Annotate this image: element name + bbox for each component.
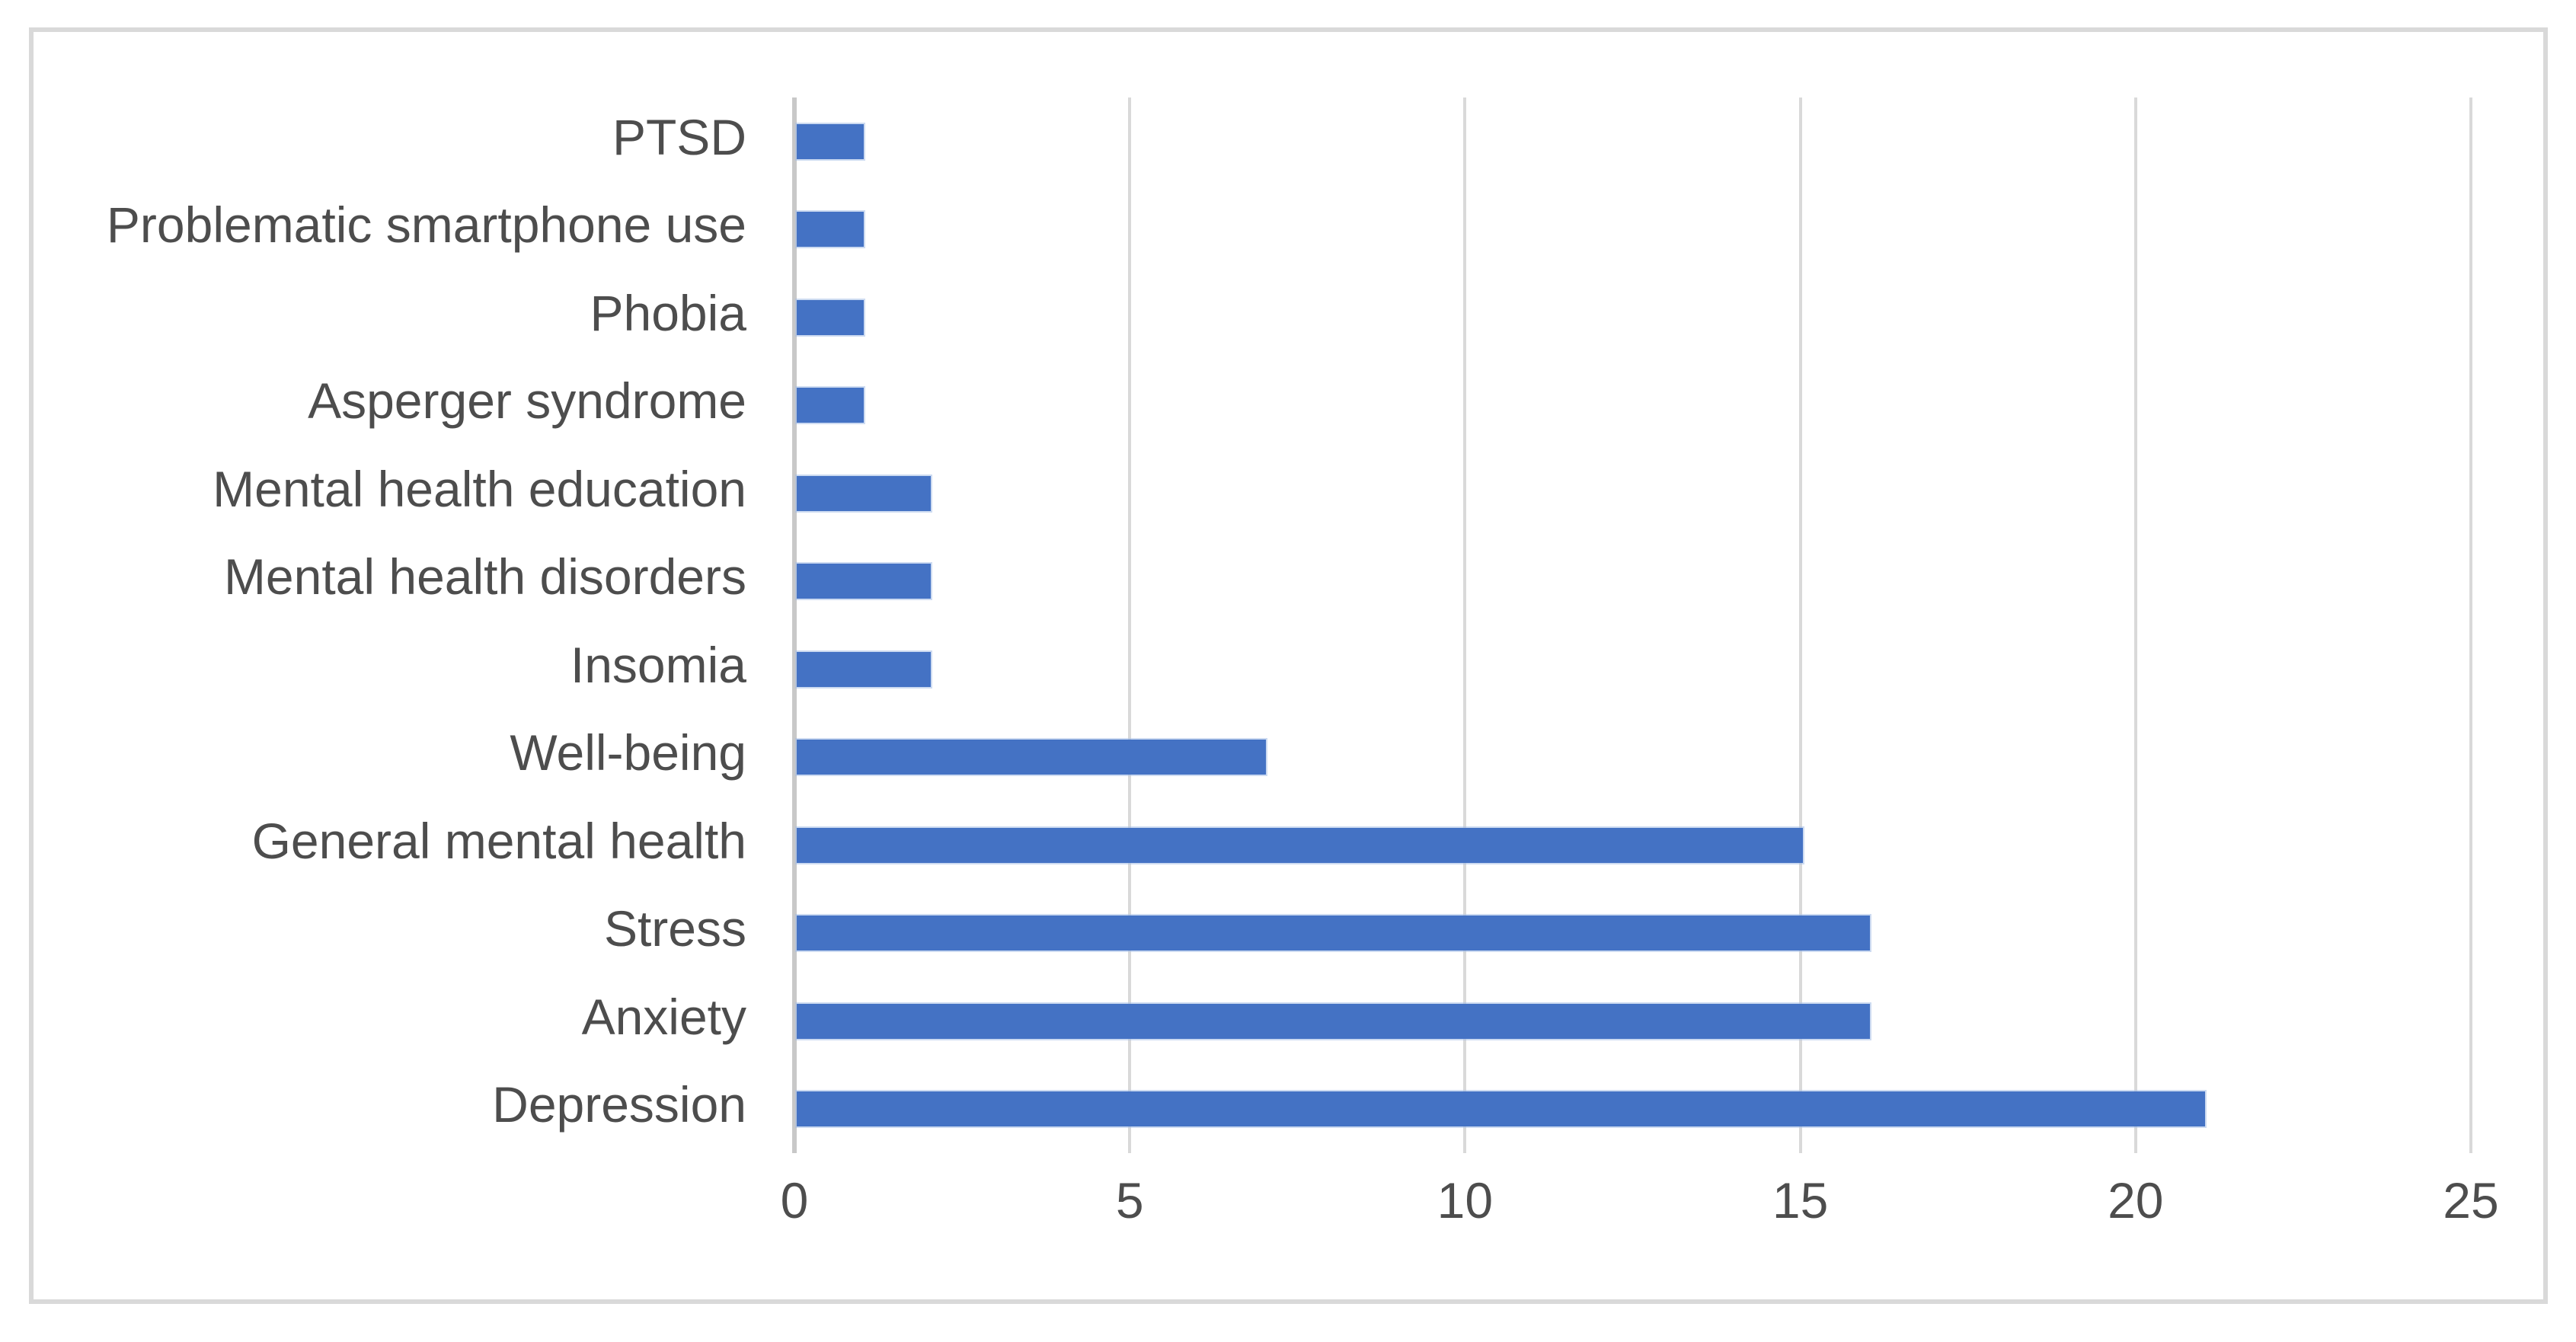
vertical-gridline <box>2133 97 2137 1153</box>
chart-frame <box>29 27 2548 1304</box>
x-axis-tick-label: 5 <box>1115 1172 1144 1229</box>
category-label: Asperger syndrome <box>308 372 746 430</box>
category-label: Stress <box>603 900 746 957</box>
vertical-gridline <box>1128 97 1132 1153</box>
category-label: Anxiety <box>581 988 746 1045</box>
category-label: Phobia <box>590 284 746 341</box>
category-label: Well-being <box>510 724 746 781</box>
vertical-gridline <box>1798 97 1802 1153</box>
bar <box>797 564 932 599</box>
category-label: Mental health education <box>213 460 746 517</box>
vertical-gridline <box>2469 97 2472 1153</box>
bar <box>797 651 932 687</box>
vertical-gridline <box>1463 97 1467 1153</box>
bar <box>797 1003 1870 1039</box>
x-axis-tick-label: 25 <box>2443 1172 2499 1229</box>
bar <box>797 299 865 335</box>
category-label: Insomia <box>570 636 746 693</box>
bar <box>797 740 1267 775</box>
category-label: Problematic smartphone use <box>106 197 746 254</box>
x-axis-tick-label: 10 <box>1437 1172 1494 1229</box>
bar <box>797 475 932 511</box>
x-axis-tick-label: 15 <box>1772 1172 1829 1229</box>
category-label: General mental health <box>251 812 746 869</box>
x-axis-tick-label: 20 <box>2108 1172 2164 1229</box>
bar <box>797 388 865 423</box>
bar <box>797 123 865 159</box>
category-label: PTSD <box>612 108 746 165</box>
bar <box>797 212 865 248</box>
x-axis-tick-label: 0 <box>780 1172 809 1229</box>
bar <box>797 827 1803 863</box>
bar <box>797 1091 2205 1127</box>
category-label: Depression <box>492 1076 746 1133</box>
bar <box>797 915 1870 951</box>
y-axis-line <box>792 97 797 1153</box>
category-label: Mental health disorders <box>223 548 746 605</box>
